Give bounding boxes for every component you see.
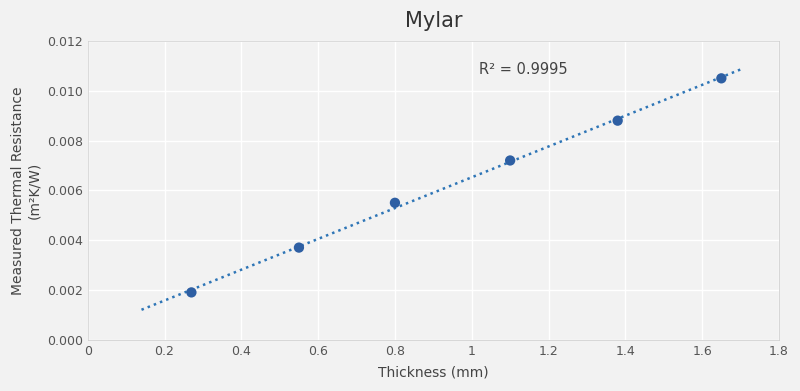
Title: Mylar: Mylar — [405, 11, 462, 31]
Point — [504, 157, 517, 163]
Point — [715, 75, 728, 81]
Y-axis label: Measured Thermal Resistance
(m²K/W): Measured Thermal Resistance (m²K/W) — [11, 86, 42, 294]
Text: R² = 0.9995: R² = 0.9995 — [479, 62, 568, 77]
Point — [293, 244, 306, 251]
Point — [389, 200, 402, 206]
Point — [611, 118, 624, 124]
Point — [185, 289, 198, 296]
X-axis label: Thickness (mm): Thickness (mm) — [378, 366, 489, 380]
